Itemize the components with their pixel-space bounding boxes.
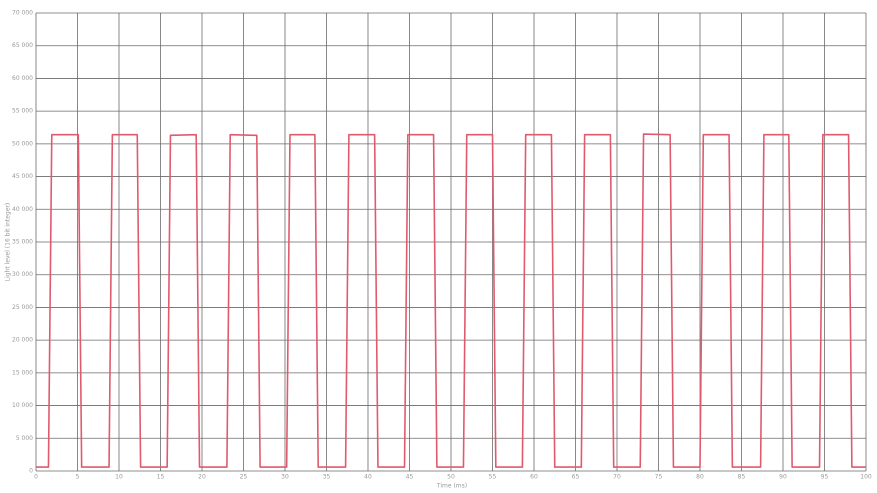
y-axis-title: Light level (16 bit integer) [5,203,12,282]
x-tick-label: 45 [406,474,414,481]
x-tick-label: 5 [76,474,80,481]
x-tick-label: 20 [198,474,206,481]
y-tick-label: 15 000 [12,369,33,376]
y-tick-label: 35 000 [12,239,33,246]
y-tick-label: 10 000 [12,402,33,409]
y-tick-label: 30 000 [12,271,33,278]
x-axis-title: Time (ms) [436,483,467,490]
y-tick-label: 50 000 [12,140,33,147]
y-tick-label: 40 000 [12,206,33,213]
x-tick-label: 50 [447,474,455,481]
y-tick-label: 60 000 [12,75,33,82]
x-tick-label: 80 [696,474,704,481]
x-tick-label: 25 [240,474,248,481]
x-tick-label: 60 [530,474,538,481]
x-tick-label: 95 [821,474,829,481]
x-tick-label: 75 [655,474,663,481]
x-tick-label: 10 [115,474,123,481]
x-tick-label: 15 [157,474,165,481]
y-tick-label: 70 000 [12,10,33,17]
x-tick-label: 90 [779,474,787,481]
y-tick-label: 5 000 [16,435,33,442]
y-tick-label: 0 [29,468,33,475]
x-tick-label: 30 [281,474,289,481]
x-tick-label: 35 [323,474,331,481]
y-tick-label: 65 000 [12,42,33,49]
x-tick-label: 65 [572,474,580,481]
y-tick-label: 20 000 [12,337,33,344]
data-line [36,133,866,468]
x-tick-label: 70 [613,474,621,481]
x-tick-label: 100 [860,474,872,481]
x-tick-label: 55 [489,474,497,481]
y-tick-label: 25 000 [12,304,33,311]
x-tick-label: 0 [34,474,38,481]
x-tick-label: 40 [364,474,372,481]
y-tick-label: 45 000 [12,173,33,180]
x-tick-label: 85 [738,474,746,481]
y-tick-label: 55 000 [12,108,33,115]
